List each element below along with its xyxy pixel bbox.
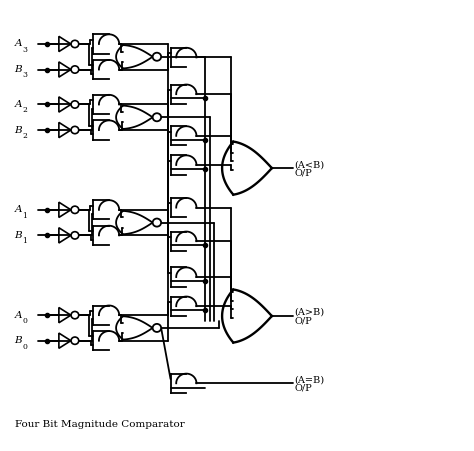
Text: O/P: O/P	[294, 316, 312, 325]
Text: 1: 1	[22, 237, 27, 245]
Text: B: B	[15, 336, 22, 345]
Text: Four Bit Magnitude Comparator: Four Bit Magnitude Comparator	[15, 420, 184, 429]
Circle shape	[71, 232, 79, 239]
Text: A: A	[15, 100, 22, 109]
Circle shape	[153, 113, 161, 121]
Text: B: B	[15, 65, 22, 74]
Text: O/P: O/P	[294, 383, 312, 392]
Text: O/P: O/P	[294, 168, 312, 177]
Circle shape	[71, 40, 79, 48]
Text: A: A	[15, 205, 22, 214]
Circle shape	[153, 324, 161, 332]
Text: (A<B): (A<B)	[294, 160, 324, 169]
Text: 3: 3	[22, 71, 27, 79]
Circle shape	[71, 126, 79, 133]
Text: A: A	[15, 40, 22, 48]
Text: (A>B): (A>B)	[294, 308, 324, 317]
Text: 0: 0	[22, 317, 27, 325]
Text: 2: 2	[22, 106, 27, 114]
Circle shape	[71, 66, 79, 73]
Circle shape	[153, 219, 161, 226]
Text: 1: 1	[22, 212, 27, 220]
Text: 0: 0	[22, 342, 27, 350]
Text: (A=B): (A=B)	[294, 375, 324, 384]
Text: 3: 3	[22, 46, 27, 54]
Text: B: B	[15, 125, 22, 134]
Circle shape	[71, 337, 79, 345]
Text: A: A	[15, 311, 22, 320]
Circle shape	[71, 206, 79, 213]
Circle shape	[71, 101, 79, 108]
Circle shape	[153, 53, 161, 61]
Circle shape	[71, 312, 79, 319]
Text: B: B	[15, 231, 22, 240]
Text: 2: 2	[22, 132, 27, 140]
